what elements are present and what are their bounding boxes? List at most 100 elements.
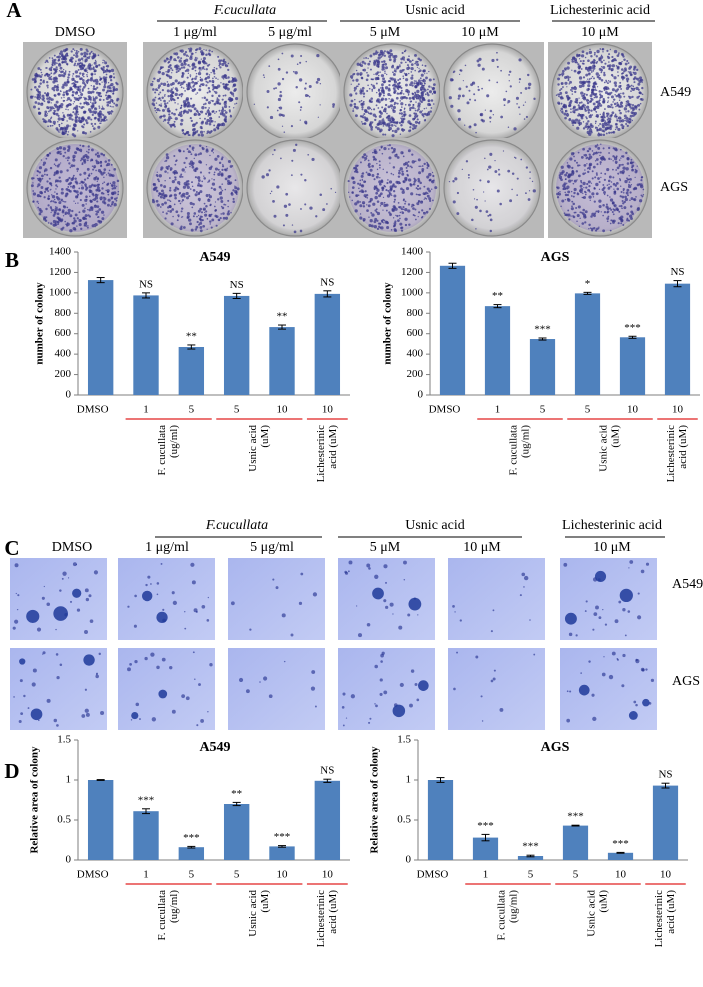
colony-dot — [371, 213, 374, 216]
group-axis-label: (uM) — [610, 425, 622, 448]
colony-spot — [17, 594, 19, 596]
colony-dot — [486, 94, 489, 97]
large-colony — [158, 690, 167, 699]
colony-spot — [184, 611, 185, 612]
colony-dot — [620, 149, 622, 151]
colony-dot — [600, 172, 602, 174]
colony-dot — [636, 69, 638, 71]
colony-dot — [615, 113, 617, 115]
colony-dot — [56, 56, 58, 58]
colony-dot — [112, 102, 114, 104]
colony-dot — [160, 206, 162, 208]
colony-dot — [571, 90, 573, 92]
colony-dot — [167, 168, 169, 170]
colony-dot — [83, 161, 86, 164]
colony-dot — [221, 183, 223, 185]
colony-dot — [168, 61, 170, 63]
colony-dot — [568, 179, 571, 182]
colony-dot — [64, 221, 66, 223]
colony-dot — [79, 65, 82, 68]
colony-dot — [162, 211, 164, 213]
colony-dot — [212, 148, 214, 150]
colony-dot — [203, 209, 205, 211]
colony-dot — [474, 198, 475, 199]
colony-spot — [609, 675, 613, 679]
colony-dot — [564, 174, 567, 177]
colony-dot — [102, 89, 105, 92]
colony-dot — [285, 214, 288, 217]
colony-dot — [221, 63, 224, 66]
colony-dot — [601, 129, 604, 132]
colony-dot — [34, 81, 36, 83]
colony-dot — [169, 177, 171, 179]
colony-dot — [589, 129, 592, 132]
colony-dot — [172, 180, 175, 183]
colony-dot — [426, 198, 428, 200]
colony-dot — [560, 172, 563, 175]
colony-dot — [417, 67, 418, 68]
colony-dot — [184, 133, 186, 135]
colony-dot — [95, 170, 97, 172]
colony-dot — [601, 91, 603, 93]
colony-dot — [94, 223, 97, 226]
colony-spot — [383, 564, 387, 568]
colony-dot — [207, 109, 209, 111]
colony-dot — [589, 78, 591, 80]
colony-dot — [595, 152, 598, 155]
colony-dot — [181, 210, 183, 212]
colony-dot — [82, 162, 83, 163]
colony-dot — [408, 224, 410, 226]
colony-dot — [104, 160, 107, 163]
colony-dot — [99, 83, 100, 84]
colony-dot — [100, 78, 102, 80]
colony-dot — [207, 229, 208, 230]
colony-dot — [76, 65, 77, 66]
colony-dot — [415, 125, 417, 127]
colony-dot — [570, 108, 572, 110]
bar — [485, 306, 510, 395]
colony-dot — [386, 182, 388, 184]
colony-dot — [414, 215, 416, 217]
colony-dot — [111, 204, 112, 205]
colony-dot — [73, 227, 76, 230]
colony-dot — [153, 183, 155, 185]
colony-dot — [613, 189, 614, 190]
colony-dot — [580, 91, 583, 94]
colony-dot — [41, 174, 44, 177]
colony-dot — [562, 112, 564, 114]
colony-spot — [85, 588, 89, 592]
colony-dot — [408, 55, 410, 57]
colony-spot — [56, 653, 59, 656]
colony-dot — [374, 186, 377, 189]
colony-dot — [95, 159, 97, 161]
colony-dot — [74, 97, 76, 99]
colony-dot — [592, 85, 595, 88]
colony-dot — [82, 209, 85, 212]
colony-dot — [360, 88, 361, 89]
colony-dot — [219, 186, 222, 189]
colony-dot — [626, 103, 627, 104]
colony-dot — [47, 87, 49, 89]
colony-dot — [465, 65, 467, 67]
colony-dot — [108, 113, 110, 115]
colony-dot — [108, 85, 110, 87]
colony-dot — [421, 209, 423, 211]
colony-dot — [160, 83, 163, 86]
colony-dot — [621, 191, 623, 193]
colony-dot — [424, 199, 425, 200]
colony-spot — [239, 678, 243, 682]
colony-dot — [579, 226, 580, 227]
colony-dot — [156, 112, 157, 113]
colony-dot — [577, 193, 580, 196]
colony-spot — [192, 580, 196, 584]
colony-spot — [311, 670, 315, 674]
colony-dot — [607, 184, 609, 186]
colony-dot — [587, 189, 590, 192]
colony-dot — [88, 175, 90, 177]
colony-dot — [42, 81, 45, 84]
colony-dot — [175, 117, 178, 120]
colony-dot — [234, 185, 235, 186]
colony-spot — [588, 660, 590, 662]
colony-dot — [558, 74, 560, 76]
colony-dot — [350, 75, 353, 78]
